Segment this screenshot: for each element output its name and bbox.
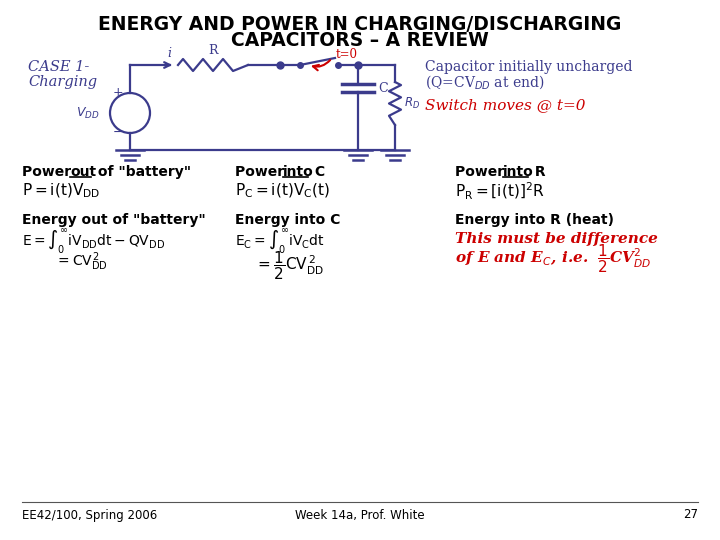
Text: Capacitor initially uncharged: Capacitor initially uncharged — [425, 60, 632, 74]
Text: of E and E$_C$, i.e.  $\dfrac{1}{2}$CV$_{DD}^2$: of E and E$_C$, i.e. $\dfrac{1}{2}$CV$_{… — [455, 242, 652, 275]
Text: C: C — [310, 165, 325, 179]
Text: out: out — [70, 165, 96, 179]
Text: $\mathrm{P_R = \left[i(t)\right]^2 R}$: $\mathrm{P_R = \left[i(t)\right]^2 R}$ — [455, 180, 544, 201]
Text: ENERGY AND POWER IN CHARGING/DISCHARGING: ENERGY AND POWER IN CHARGING/DISCHARGING — [99, 15, 621, 33]
Text: into: into — [503, 165, 534, 179]
Text: Switch moves @ t=0: Switch moves @ t=0 — [425, 98, 585, 112]
Text: $V_{DD}$: $V_{DD}$ — [76, 105, 100, 120]
Text: R: R — [530, 165, 546, 179]
Text: $\mathrm{P_C = i(t)V_C(t)}$: $\mathrm{P_C = i(t)V_C(t)}$ — [235, 182, 330, 200]
Text: EE42/100, Spring 2006: EE42/100, Spring 2006 — [22, 509, 157, 522]
Text: C: C — [378, 82, 387, 94]
Text: $\mathrm{E_C = \int_0^{\infty} iV_C dt}$: $\mathrm{E_C = \int_0^{\infty} iV_C dt}$ — [235, 227, 325, 256]
Text: 27: 27 — [683, 509, 698, 522]
Text: into: into — [283, 165, 314, 179]
Text: Week 14a, Prof. White: Week 14a, Prof. White — [295, 509, 425, 522]
Text: $\mathrm{E = \int_0^{\infty} iV_{DD}dt - QV_{DD}}$: $\mathrm{E = \int_0^{\infty} iV_{DD}dt -… — [22, 227, 165, 256]
Text: This must be difference: This must be difference — [455, 232, 658, 246]
Text: t=0: t=0 — [336, 48, 358, 60]
Text: Power: Power — [235, 165, 289, 179]
Text: Energy into C: Energy into C — [235, 213, 341, 227]
Text: Power: Power — [455, 165, 509, 179]
Text: $\mathrm{= CV_{DD}^{\,2}}$: $\mathrm{= CV_{DD}^{\,2}}$ — [55, 251, 108, 273]
Text: CASE 1-: CASE 1- — [28, 60, 89, 74]
Text: Charging: Charging — [28, 75, 97, 89]
Text: Energy out of "battery": Energy out of "battery" — [22, 213, 206, 227]
Text: Energy into R (heat): Energy into R (heat) — [455, 213, 614, 227]
Text: i: i — [167, 47, 171, 60]
Text: $\mathrm{= \dfrac{1}{2} CV_{DD}^{\,2}}$: $\mathrm{= \dfrac{1}{2} CV_{DD}^{\,2}}$ — [255, 249, 324, 282]
Text: Power: Power — [22, 165, 76, 179]
Text: (Q=CV$_{DD}$ at end): (Q=CV$_{DD}$ at end) — [425, 73, 544, 91]
Text: $\mathrm{P = i(t)V_{DD}}$: $\mathrm{P = i(t)V_{DD}}$ — [22, 182, 100, 200]
Text: of "battery": of "battery" — [93, 165, 191, 179]
Text: R: R — [208, 44, 217, 57]
Text: −: − — [113, 125, 123, 138]
Text: $R_D$: $R_D$ — [404, 96, 420, 111]
Text: CAPACITORS – A REVIEW: CAPACITORS – A REVIEW — [231, 31, 489, 51]
Text: +: + — [113, 85, 123, 98]
